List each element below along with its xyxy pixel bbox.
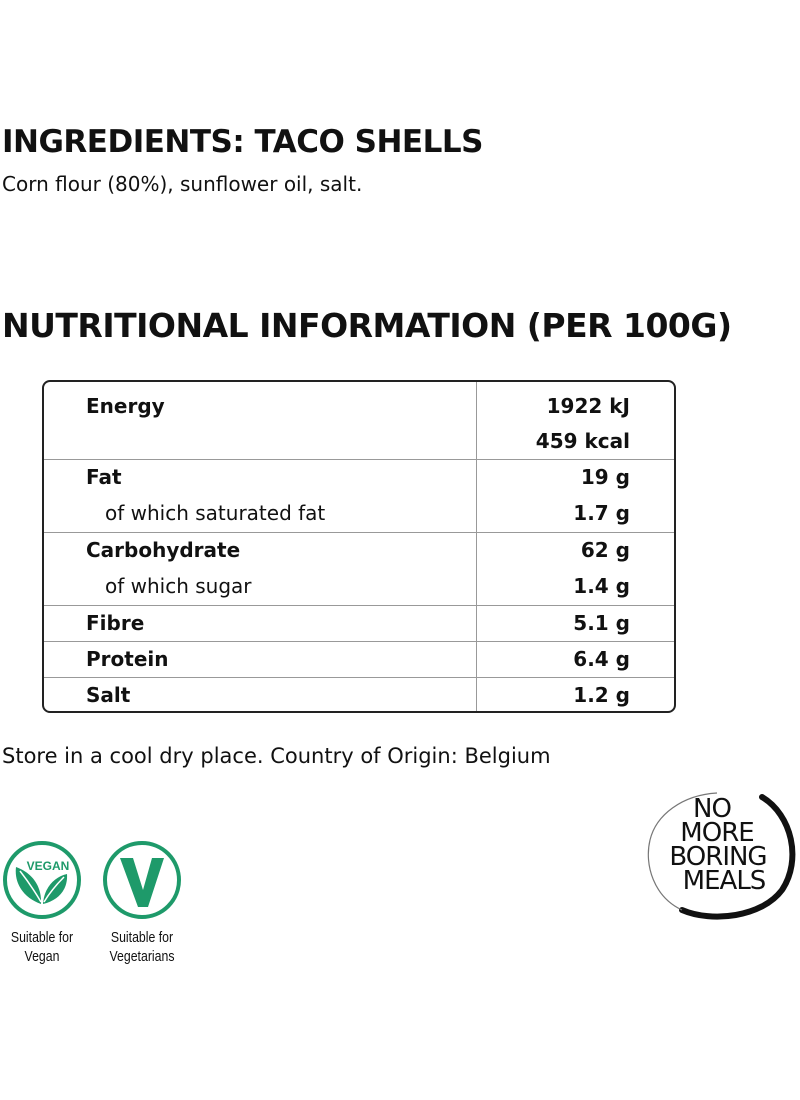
row-label: Fat [86,465,122,489]
row-value: 1922 kJ [546,394,630,418]
row-value: 1.2 g [573,683,630,707]
row-label: Energy [86,394,165,418]
row-value: 5.1 g [573,611,630,635]
row-label: Protein [86,647,169,671]
vegan-badge: VEGAN Suitable for Vegan [0,840,84,966]
vegetarian-badge: Suitable for Vegetarians [100,840,184,966]
ingredients-title: INGREDIENTS: TACO SHELLS [2,124,483,160]
vegan-leaf-icon: VEGAN [3,841,81,919]
row-label: of which sugar [105,574,252,598]
row-label: of which saturated fat [105,501,326,525]
table-row-salt: Salt 1.2 g [44,677,674,713]
svg-text:MORE: MORE [680,818,753,848]
no-more-boring-meals-logo: NO MORE BORING MEALS [642,785,800,929]
row-value: 62 g [580,538,630,562]
table-row-fibre: Fibre 5.1 g [44,605,674,642]
vegan-icon-text: VEGAN [27,859,70,873]
table-row-energy: Energy 1922 kJ 459 kcal [44,386,674,460]
badge-caption: Suitable for Vegan [10,929,74,965]
row-value: 6.4 g [573,647,630,671]
row-label: Salt [86,683,131,707]
row-label: Carbohydrate [86,538,241,562]
row-value: 1.4 g [573,574,630,598]
ingredients-text: Corn flour (80%), sunflower oil, salt. [2,172,363,196]
row-label: Fibre [86,611,145,635]
nutrition-title: NUTRITIONAL INFORMATION (PER 100G) [2,306,732,345]
column-divider [476,382,477,711]
storage-origin-text: Store in a cool dry place. Country of Or… [2,744,551,768]
table-row-carbohydrate: Carbohydrate 62 g of which sugar 1.4 g [44,532,674,606]
nutrition-table: Energy 1922 kJ 459 kcal Fat 19 g of which … [42,380,676,713]
svg-text:NO: NO [693,794,731,824]
row-value: 1.7 g [573,501,630,525]
table-row-fat: Fat 19 g of which saturated fat 1.7 g [44,459,674,533]
table-row-protein: Protein 6.4 g [44,641,674,678]
svg-text:MEALS: MEALS [683,866,766,896]
row-value: 459 kcal [535,429,630,453]
row-value: 19 g [580,465,630,489]
svg-text:BORING: BORING [669,842,766,872]
vegetarian-v-icon [103,841,181,919]
badge-caption: Suitable for Vegetarians [109,929,175,965]
